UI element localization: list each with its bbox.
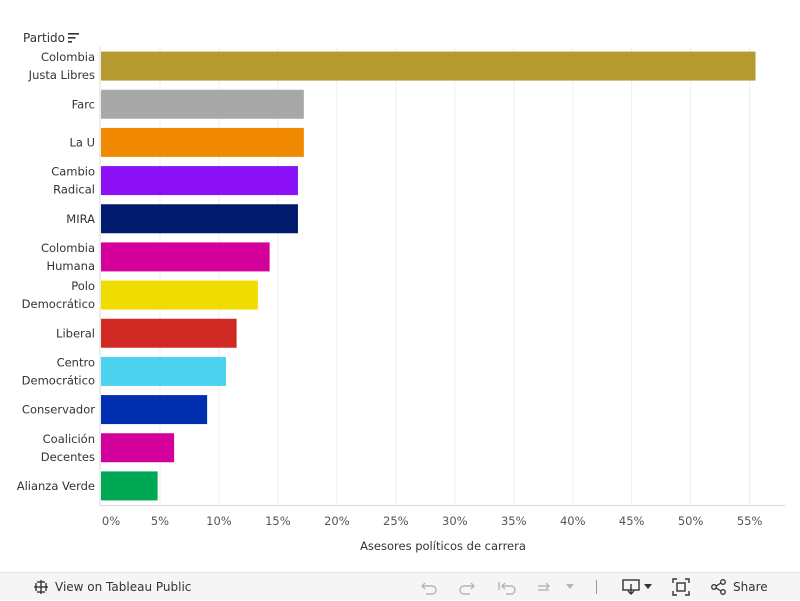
- x-tick-label: 25%: [383, 514, 409, 528]
- category-label: Democrático: [22, 297, 95, 311]
- bar-chart: Colombia Justa Libres Farc La U Cambio Radica…: [17, 47, 785, 553]
- undo-icon: [421, 582, 437, 595]
- bar[interactable]: [101, 51, 756, 81]
- category-label: Colombia: [41, 241, 95, 255]
- x-tick-label: 55%: [737, 514, 763, 528]
- x-tick-label: 0%: [102, 514, 120, 528]
- chevron-down-icon: [566, 584, 574, 589]
- x-tick-label: 10%: [206, 514, 232, 528]
- x-tick-label: 45%: [619, 514, 645, 528]
- undo-button[interactable]: [420, 573, 438, 601]
- view-on-tableau-link[interactable]: View on Tableau Public: [33, 573, 191, 601]
- bar[interactable]: [101, 318, 237, 348]
- bar[interactable]: [101, 89, 304, 119]
- category-label: Polo: [71, 279, 95, 293]
- x-tick-label: 20%: [324, 514, 350, 528]
- toolbar-divider: [596, 580, 597, 594]
- category-label: Centro: [57, 355, 95, 369]
- redo-icon: [459, 582, 475, 595]
- row-header-label: Partido: [23, 31, 65, 45]
- view-on-tableau-label: View on Tableau Public: [55, 580, 192, 594]
- bar[interactable]: [101, 127, 304, 157]
- download-icon: [622, 579, 640, 595]
- category-label: Decentes: [41, 450, 95, 464]
- tableau-toolbar: View on Tableau Public: [0, 572, 800, 600]
- x-tick-label: 35%: [501, 514, 527, 528]
- bar[interactable]: [101, 166, 298, 196]
- bar[interactable]: [101, 356, 227, 386]
- share-button[interactable]: Share: [710, 573, 768, 601]
- chart-area: Partido Colombia Justa Libres Farc La U Camb…: [17, 31, 785, 553]
- category-label: Justa Libres: [28, 68, 95, 82]
- download-button[interactable]: [622, 573, 652, 601]
- bar[interactable]: [101, 242, 270, 272]
- category-label: Alianza Verde: [17, 479, 95, 493]
- sort-descending-icon[interactable]: [68, 33, 79, 43]
- bar[interactable]: [101, 471, 158, 501]
- category-label: Colombia: [41, 50, 95, 64]
- refresh-icon: [538, 582, 550, 591]
- fullscreen-icon: [672, 578, 690, 596]
- category-label: Democrático: [22, 373, 95, 387]
- category-label: Humana: [46, 259, 95, 273]
- x-axis-title: Asesores políticos de carrera: [360, 539, 526, 553]
- x-tick-label: 15%: [265, 514, 291, 528]
- x-tick-label: 30%: [442, 514, 468, 528]
- category-label: MIRA: [66, 212, 95, 226]
- refresh-button[interactable]: [535, 573, 555, 601]
- category-label: La U: [69, 135, 95, 149]
- category-label: Radical: [53, 183, 95, 197]
- category-label: Cambio: [51, 165, 95, 179]
- revert-button[interactable]: [497, 573, 517, 601]
- category-label: Conservador: [22, 403, 95, 417]
- bar[interactable]: [101, 433, 175, 463]
- chevron-down-icon: [644, 584, 652, 589]
- refresh-dropdown-button[interactable]: [566, 573, 574, 601]
- x-tick-label: 5%: [151, 514, 169, 528]
- category-label: Farc: [72, 97, 95, 111]
- redo-button[interactable]: [458, 573, 476, 601]
- x-tick-label: 40%: [560, 514, 586, 528]
- tableau-logo-icon: [34, 580, 48, 594]
- bar[interactable]: [101, 204, 298, 234]
- fullscreen-button[interactable]: [672, 573, 690, 601]
- share-icon: [711, 579, 726, 595]
- bar[interactable]: [101, 395, 208, 425]
- revert-icon: [498, 582, 516, 595]
- x-tick-label: 50%: [678, 514, 704, 528]
- bar[interactable]: [101, 280, 258, 310]
- category-label: Liberal: [56, 326, 95, 340]
- category-label: Coalición: [43, 432, 95, 446]
- share-label: Share: [733, 580, 768, 594]
